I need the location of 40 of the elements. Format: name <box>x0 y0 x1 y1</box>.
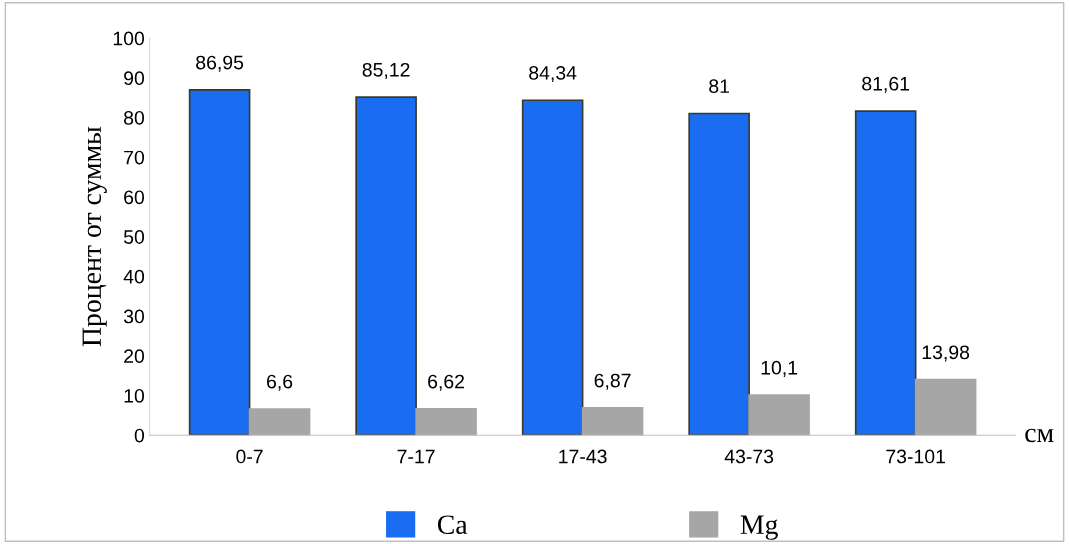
x-tick-label: 7-17 <box>397 449 435 464</box>
data-label: 84,34 <box>529 65 577 83</box>
x-tick-label: 17-43 <box>559 449 607 464</box>
x-tick-label: 43-73 <box>724 449 774 464</box>
data-label: 86,95 <box>196 55 244 72</box>
y-axis-title: Процент от суммы <box>82 126 107 347</box>
bar <box>854 110 917 436</box>
y-tick-label: 20 <box>124 349 145 364</box>
legend-label: Mg <box>740 515 778 540</box>
x-tick-label: 0-7 <box>236 449 263 464</box>
y-tick-label: 0 <box>134 428 145 443</box>
bar <box>415 408 477 436</box>
y-tick-label: 40 <box>123 269 145 284</box>
y-tick-label: 60 <box>124 190 145 205</box>
data-label: 81,61 <box>862 76 910 93</box>
x-tick-label: 73-101 <box>886 449 945 464</box>
bar <box>248 408 311 436</box>
y-tick-label: 90 <box>124 71 145 86</box>
data-label: 6,6 <box>267 374 293 391</box>
data-label: 10,1 <box>761 360 798 377</box>
bar <box>688 112 750 436</box>
data-label: 13,98 <box>922 345 970 362</box>
y-tick-label: 10 <box>124 388 145 403</box>
y-tick-label: 80 <box>124 110 145 125</box>
data-label: 81 <box>709 79 730 94</box>
x-axis-title: см <box>1025 428 1054 443</box>
bar <box>581 407 644 436</box>
legend-label: Ca <box>437 515 468 535</box>
data-label: 6,62 <box>428 374 465 391</box>
y-tick-label: 30 <box>123 309 145 324</box>
y-tick-label: 50 <box>123 230 145 244</box>
bar <box>188 89 251 436</box>
data-label: 85,12 <box>362 62 410 79</box>
bar <box>914 378 977 436</box>
y-tick-label: 70 <box>124 150 145 165</box>
y-tick-label: 100 <box>113 31 145 46</box>
bar <box>521 99 584 436</box>
bar <box>355 96 417 436</box>
data-label: 6,87 <box>594 373 631 390</box>
bar <box>748 394 810 436</box>
